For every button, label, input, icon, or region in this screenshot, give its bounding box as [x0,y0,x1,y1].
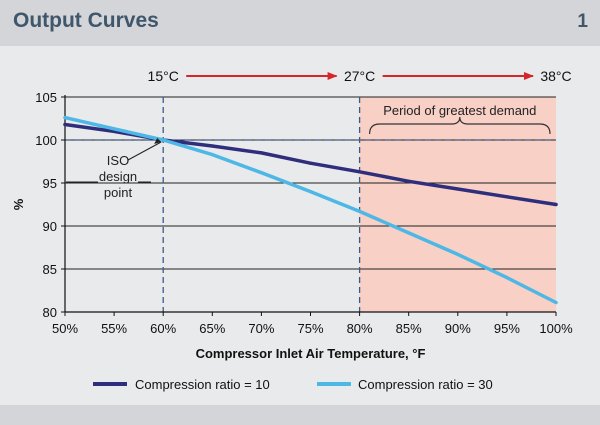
data-point [210,144,214,148]
y-tick-label: 95 [43,176,57,191]
data-point [456,252,460,256]
iso-label-line: point [104,185,133,200]
x-tick-label: 100% [539,321,573,336]
figure-title: Output Curves [13,9,159,32]
figure-number: 1 [577,11,588,32]
x-tick-label: 55% [101,321,127,336]
y-tick-label: 90 [43,219,57,234]
data-point [161,138,165,142]
iso-pointer-line [127,141,162,161]
data-point [63,122,67,127]
data-point [456,187,460,191]
temperature-label: 15°C [148,68,179,84]
x-tick-label: 75% [297,321,323,336]
data-point [407,231,411,235]
data-point [505,195,509,199]
data-point [63,116,67,120]
data-point [112,127,116,131]
x-tick-label: 95% [494,321,520,336]
footer-band [0,405,600,425]
demand-period-label: Period of greatest demand [383,103,536,118]
x-tick-label: 70% [248,321,274,336]
data-point [505,276,509,280]
data-point [308,161,313,165]
x-tick-label: 85% [396,321,422,336]
data-point [259,171,263,175]
iso-label-line: design [99,169,137,184]
x-tick-label: 60% [150,321,176,336]
y-tick-label: 105 [35,90,57,105]
y-axis-title: % [11,198,26,210]
iso-label-line: ISO [107,153,129,168]
figure-header: Output Curves 1 [0,0,600,46]
x-tick-label: 65% [199,321,225,336]
y-tick-label: 85 [43,262,57,277]
data-point [210,153,214,157]
x-tick-label: 80% [347,321,373,336]
y-tick-label: 80 [43,305,57,320]
data-point [308,190,313,194]
demand-period-shade [359,97,556,312]
legend-label-1: Compression ratio = 10 [135,377,270,392]
y-tick-label: 100 [35,133,57,148]
demand-period-brace [369,116,551,135]
temperature-label: 27°C [344,68,375,84]
data-point [358,170,362,174]
x-tick-label: 90% [445,321,471,336]
iso-pointer-arrowhead [154,138,162,144]
data-point [554,300,558,305]
x-axis-title: Compressor Inlet Air Temperature, °F [196,346,426,361]
x-tick-label: 50% [52,321,78,336]
legend-label-2: Compression ratio = 30 [358,377,493,392]
data-point [407,179,411,183]
temperature-label: 38°C [540,68,571,84]
data-point [554,202,558,207]
data-point [259,151,263,155]
data-point [358,209,362,213]
